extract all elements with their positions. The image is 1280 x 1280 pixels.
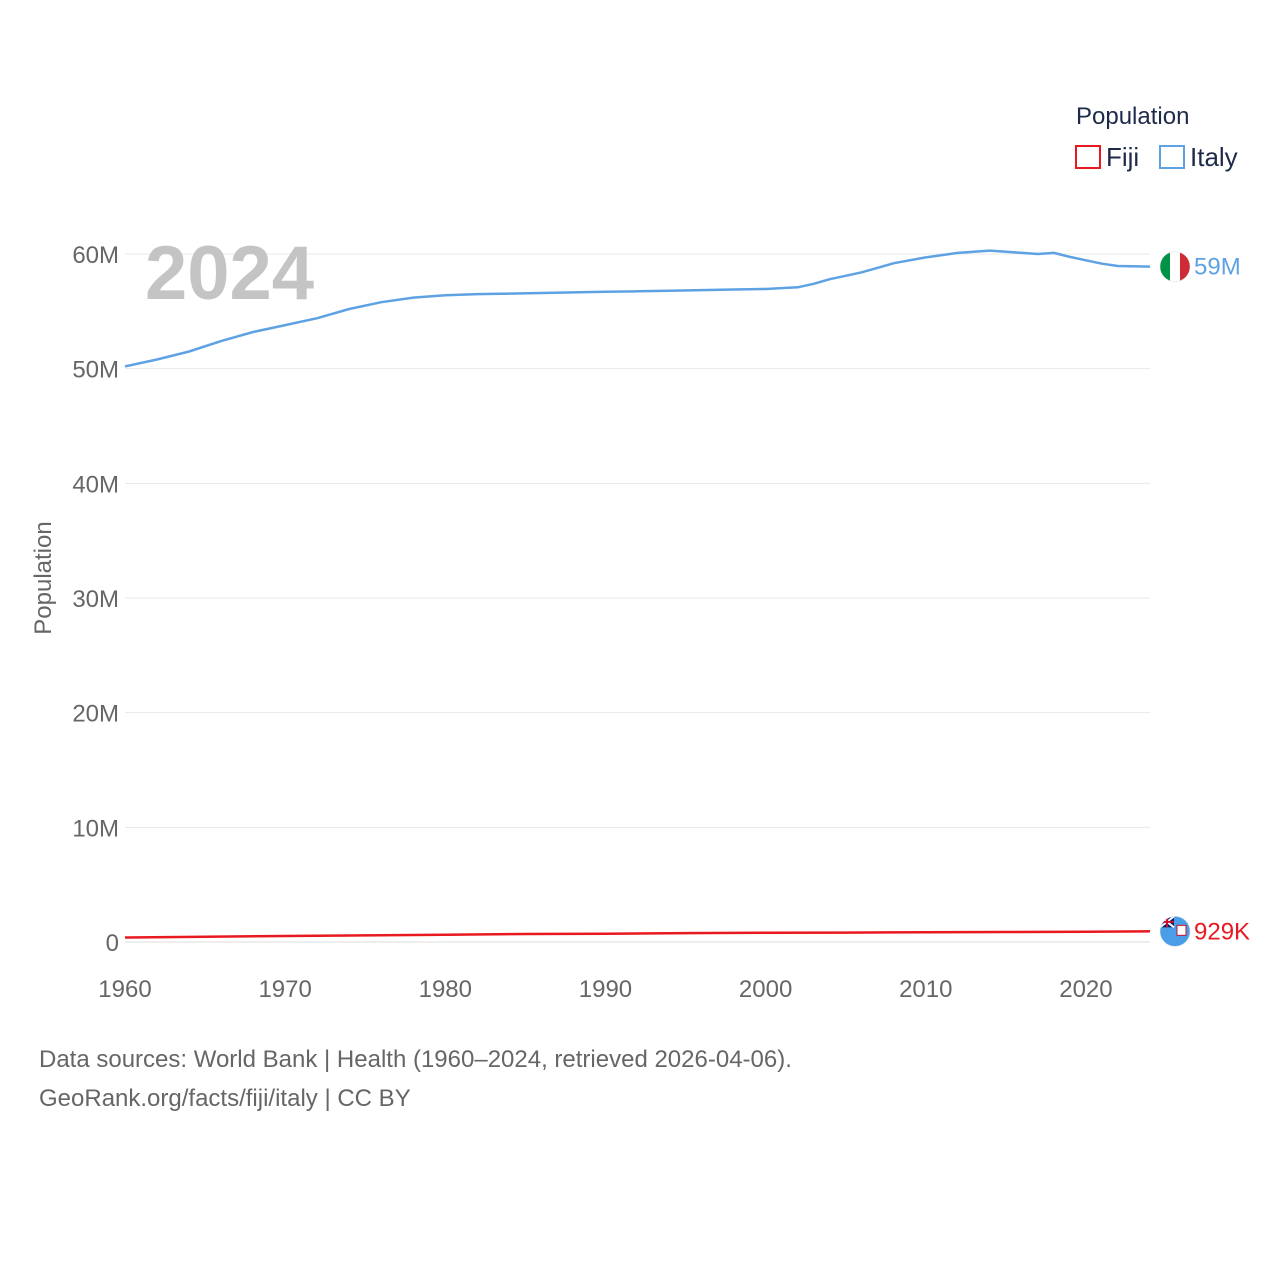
- end-label-fiji: 929K: [1194, 918, 1250, 945]
- series-lines: [124, 249, 1151, 939]
- legend-swatch-italy: [1159, 145, 1185, 169]
- source-line: Data sources: World Bank | Health (1960–…: [39, 1046, 792, 1073]
- legend: Population Fiji Italy: [1075, 103, 1238, 172]
- y-axis-title: Population: [30, 521, 57, 634]
- series-end-markers: 929K 59M: [1159, 251, 1250, 947]
- year-overlay: 2024: [145, 231, 314, 316]
- y-tick-label: 40M: [72, 471, 119, 498]
- fiji-flag-icon: [1159, 916, 1191, 947]
- italy-flag-icon: [1159, 251, 1191, 282]
- x-tick-label: 2010: [899, 976, 952, 1003]
- y-tick-label: 0: [106, 930, 119, 957]
- x-tick-label: 1990: [579, 976, 632, 1003]
- y-tick-label: 30M: [72, 586, 119, 613]
- legend-item-fiji[interactable]: Fiji: [1075, 142, 1139, 172]
- series-line-fiji: [124, 930, 1151, 939]
- legend-swatch-fiji: [1075, 145, 1101, 169]
- legend-item-italy[interactable]: Italy: [1159, 142, 1238, 172]
- series-line-italy: [124, 249, 1151, 368]
- x-tick-label: 1980: [419, 976, 472, 1003]
- end-label-italy: 59M: [1194, 254, 1241, 281]
- y-tick-label: 50M: [72, 357, 119, 384]
- y-tick-label: 20M: [72, 701, 119, 728]
- credit-line: GeoRank.org/facts/fiji/italy | CC BY: [39, 1085, 411, 1112]
- y-tick-label: 60M: [72, 242, 119, 269]
- x-axis: 1960 1970 1980 1990 2000 2010 2020: [98, 976, 1112, 1003]
- legend-label-italy: Italy: [1190, 142, 1238, 172]
- grid-lines: [125, 253, 1150, 943]
- x-tick-label: 2020: [1059, 976, 1112, 1003]
- x-tick-label: 1960: [98, 976, 151, 1003]
- x-tick-label: 2000: [739, 976, 792, 1003]
- legend-label-fiji: Fiji: [1106, 142, 1139, 172]
- y-axis: 0 10M 20M 30M 40M 50M 60M: [72, 242, 119, 957]
- y-tick-label: 10M: [72, 815, 119, 842]
- legend-title: Population: [1076, 103, 1189, 130]
- footer: Data sources: World Bank | Health (1960–…: [39, 1040, 792, 1118]
- x-tick-label: 1970: [258, 976, 311, 1003]
